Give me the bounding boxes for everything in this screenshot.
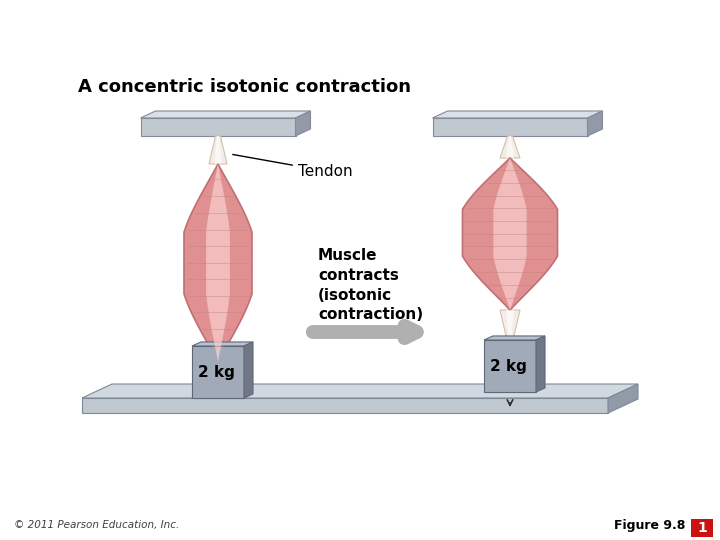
Polygon shape — [209, 136, 227, 164]
Polygon shape — [295, 111, 310, 136]
Polygon shape — [588, 111, 603, 136]
Text: 1: 1 — [697, 521, 707, 535]
Polygon shape — [215, 136, 222, 164]
Text: 2 kg: 2 kg — [490, 359, 526, 374]
Polygon shape — [215, 362, 222, 390]
Polygon shape — [192, 342, 253, 346]
Polygon shape — [484, 336, 545, 340]
Polygon shape — [484, 340, 536, 392]
Polygon shape — [500, 310, 520, 340]
Polygon shape — [209, 362, 227, 390]
Polygon shape — [536, 336, 545, 392]
Polygon shape — [244, 342, 253, 398]
Text: A concentric isotonic contraction: A concentric isotonic contraction — [78, 78, 411, 96]
Polygon shape — [192, 346, 244, 398]
Polygon shape — [140, 118, 295, 136]
Polygon shape — [493, 158, 526, 310]
Text: Muscle
contracts
(isotonic
contraction): Muscle contracts (isotonic contraction) — [318, 248, 423, 322]
Text: 2 kg: 2 kg — [197, 364, 235, 380]
Polygon shape — [500, 136, 520, 158]
Polygon shape — [691, 519, 713, 537]
Polygon shape — [433, 111, 603, 118]
Polygon shape — [82, 398, 608, 413]
Polygon shape — [506, 136, 514, 158]
Text: © 2011 Pearson Education, Inc.: © 2011 Pearson Education, Inc. — [14, 520, 179, 530]
Text: Figure 9.8: Figure 9.8 — [614, 519, 685, 532]
Text: Tendon: Tendon — [233, 154, 353, 179]
Polygon shape — [433, 118, 588, 136]
Polygon shape — [462, 158, 557, 310]
Polygon shape — [206, 164, 230, 362]
Polygon shape — [82, 384, 638, 398]
Polygon shape — [184, 164, 252, 362]
Polygon shape — [506, 310, 514, 340]
Polygon shape — [608, 384, 638, 413]
Polygon shape — [140, 111, 310, 118]
